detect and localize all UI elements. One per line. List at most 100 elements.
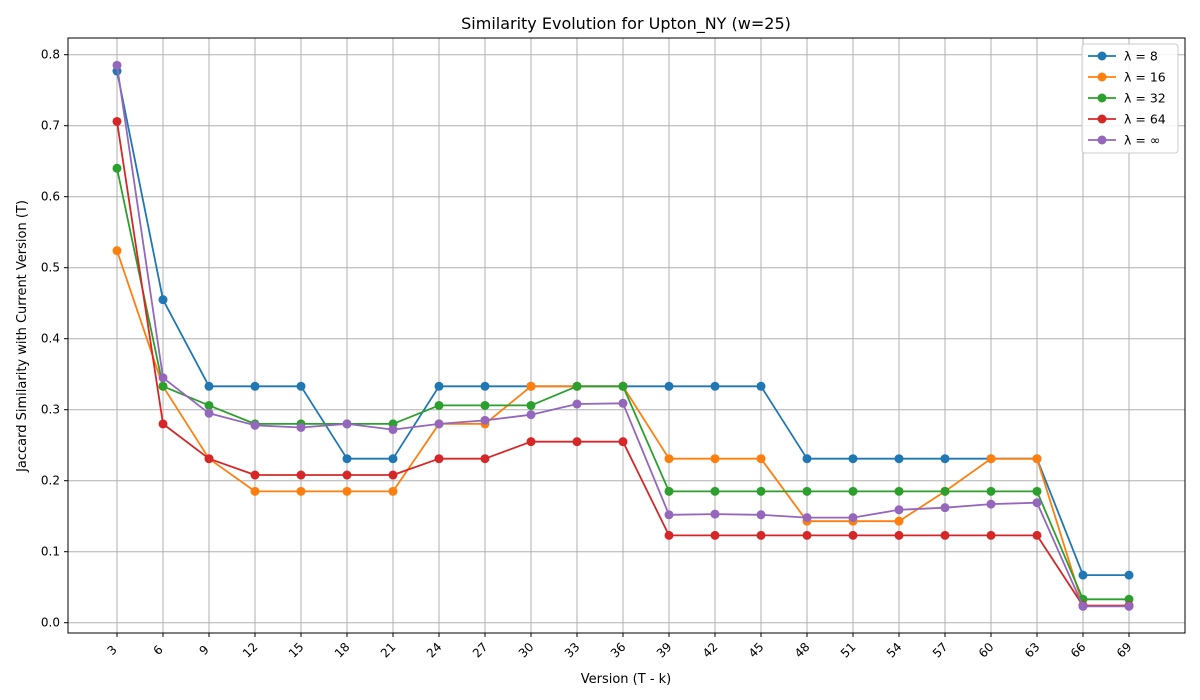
data-point — [710, 381, 720, 391]
data-point — [526, 437, 536, 447]
grid-lines — [68, 38, 1185, 633]
legend-label: λ = ∞ — [1124, 133, 1160, 148]
x-tick-label: 30 — [516, 640, 537, 661]
y-axis-ticks: 0.0 0.1 0.2 0.3 0.4 0.5 0.6 0.7 0.8 — [41, 48, 68, 630]
x-tick-label: 51 — [838, 640, 859, 661]
data-point — [848, 486, 858, 496]
data-point — [664, 510, 674, 520]
legend-entry-1: λ = 16 — [1088, 70, 1166, 85]
data-point — [802, 454, 812, 464]
x-tick-label: 3 — [105, 643, 120, 658]
data-point — [1124, 594, 1134, 604]
data-point — [1032, 454, 1042, 464]
data-point — [296, 422, 306, 432]
data-point — [388, 470, 398, 480]
data-point — [204, 400, 214, 410]
x-tick-label: 24 — [424, 640, 445, 661]
x-tick-label: 48 — [792, 640, 813, 661]
data-point — [158, 381, 168, 391]
x-axis-ticks: 3 6 9 12 15 18 21 24 27 30 33 36 39 42 45 48 51 54 57 60 63 6… — [105, 633, 1135, 661]
x-tick-label: 39 — [654, 640, 675, 661]
legend-entry-0: λ = 8 — [1088, 49, 1158, 64]
data-point — [204, 454, 214, 464]
data-point — [112, 163, 122, 173]
x-tick-label: 54 — [884, 640, 905, 661]
data-point — [1032, 498, 1042, 508]
data-point — [710, 486, 720, 496]
legend-swatch-marker — [1097, 51, 1107, 61]
data-point — [940, 530, 950, 540]
data-point — [618, 381, 628, 391]
data-point — [480, 415, 490, 425]
data-point — [572, 381, 582, 391]
data-point — [894, 530, 904, 540]
data-point — [480, 381, 490, 391]
data-point — [250, 420, 260, 430]
data-point — [342, 454, 352, 464]
data-point — [756, 530, 766, 540]
data-point — [940, 486, 950, 496]
y-tick-label: 0.7 — [41, 119, 60, 133]
data-point — [802, 486, 812, 496]
legend-label: λ = 16 — [1124, 70, 1166, 85]
y-tick-label: 0.0 — [41, 616, 60, 630]
x-tick-label: 9 — [197, 643, 212, 658]
data-point — [802, 513, 812, 523]
data-point — [710, 454, 720, 464]
x-axis-label: Version (T - k) — [581, 672, 672, 687]
legend-entry-3: λ = 64 — [1088, 112, 1166, 127]
data-point — [526, 381, 536, 391]
data-point — [112, 60, 122, 70]
data-point — [756, 381, 766, 391]
data-point — [204, 381, 214, 391]
x-tick-label: 57 — [930, 640, 951, 661]
data-point — [112, 246, 122, 256]
data-point — [342, 486, 352, 496]
data-point — [296, 470, 306, 480]
x-tick-label: 66 — [1068, 640, 1089, 661]
data-point — [848, 513, 858, 523]
y-tick-label: 0.3 — [41, 403, 60, 417]
data-point — [1078, 601, 1088, 611]
data-point — [388, 425, 398, 435]
data-point — [986, 499, 996, 509]
data-point — [572, 437, 582, 447]
data-point — [940, 454, 950, 464]
data-point — [848, 454, 858, 464]
legend-swatch-marker — [1097, 114, 1107, 124]
data-point — [802, 530, 812, 540]
data-point — [296, 486, 306, 496]
data-point — [250, 486, 260, 496]
data-point — [986, 530, 996, 540]
data-point — [434, 400, 444, 410]
data-point — [342, 470, 352, 480]
x-tick-label: 36 — [608, 640, 629, 661]
legend: λ = 8 λ = 16 λ = 32 λ = 64 λ = ∞ — [1081, 43, 1179, 154]
x-tick-label: 21 — [378, 640, 399, 661]
data-point — [158, 295, 168, 305]
data-point — [1124, 570, 1134, 580]
data-point — [986, 486, 996, 496]
y-tick-label: 0.4 — [41, 332, 60, 346]
legend-swatch-marker — [1097, 93, 1107, 103]
data-point — [204, 408, 214, 418]
data-point — [710, 509, 720, 519]
series-layer — [112, 60, 1134, 611]
data-point — [158, 419, 168, 429]
legend-entry-4: λ = ∞ — [1088, 133, 1160, 148]
x-tick-label: 33 — [562, 640, 583, 661]
data-point — [388, 486, 398, 496]
data-point — [710, 530, 720, 540]
data-point — [664, 381, 674, 391]
series-4 — [112, 60, 1134, 611]
data-point — [434, 419, 444, 429]
x-tick-label: 6 — [151, 643, 166, 658]
data-point — [664, 486, 674, 496]
data-point — [480, 454, 490, 464]
chart-title: Similarity Evolution for Upton_NY (w=25) — [461, 14, 791, 34]
data-point — [894, 454, 904, 464]
data-point — [756, 454, 766, 464]
data-point — [250, 470, 260, 480]
data-point — [664, 530, 674, 540]
data-point — [940, 503, 950, 513]
